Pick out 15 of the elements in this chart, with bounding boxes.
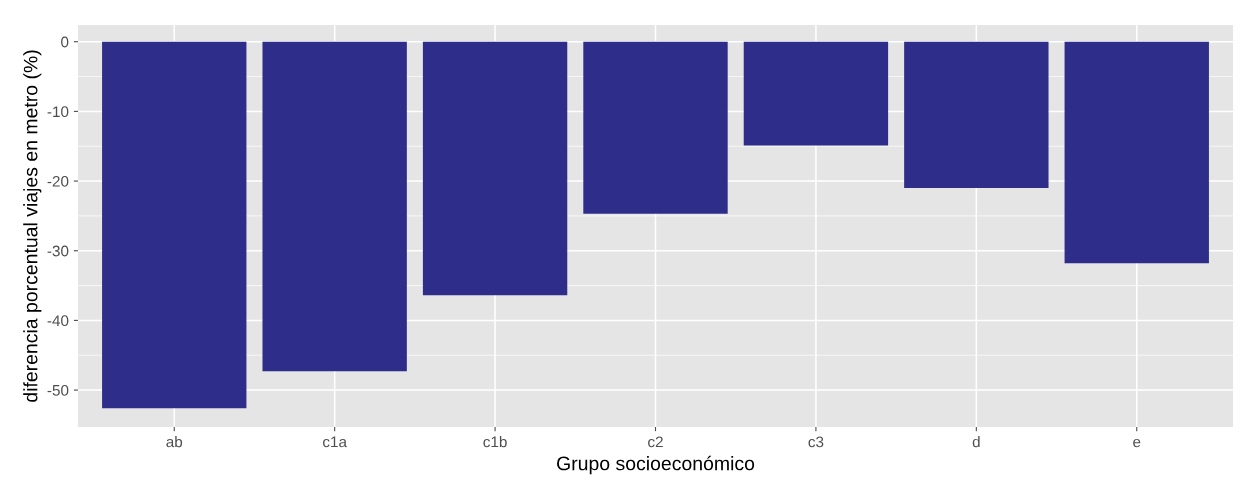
y-axis-title: diferencia porcentual viajes en metro (%) [23,50,42,402]
x-tick-label: c2 [648,436,663,448]
y-tick-label: -10 [47,106,69,118]
x-tick-label: e [1133,438,1141,448]
x-tick-label: c1b [483,436,507,448]
y-tick-label: -50 [47,384,69,396]
y-tick-label: -20 [47,175,69,187]
x-tick-label: c1a [323,436,347,448]
x-tick-label: c3 [808,436,824,448]
y-tick-label: 0 [61,36,69,48]
x-axis-title: Grupo socioeconómico [557,455,755,475]
x-tick-label: ab [166,436,183,448]
y-tick-label: -40 [47,315,69,327]
x-tick-label: d [972,436,980,448]
y-tick-label: -30 [47,245,69,257]
